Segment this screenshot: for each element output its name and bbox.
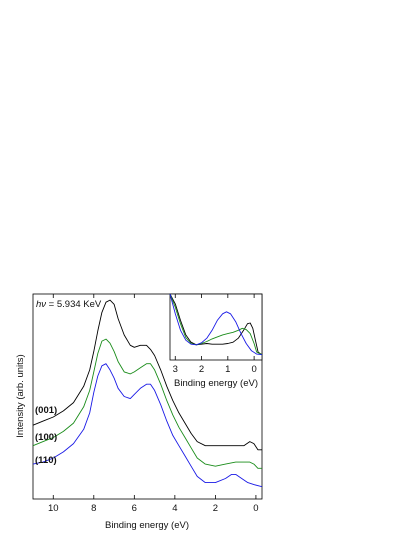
inset-series-line-100 — [169, 293, 263, 356]
inset-x-ticks: 3 2 1 0 — [173, 294, 257, 375]
main-x-tick-label: 10 — [48, 503, 59, 514]
main-series-line-001 — [32, 299, 262, 451]
main-x-tick-label: 8 — [91, 503, 96, 514]
main-x-tick-label: 0 — [253, 503, 258, 514]
inset-x-tick-label: 0 — [251, 364, 256, 375]
main-series-line-110 — [32, 363, 263, 488]
inset-series-line-110 — [169, 293, 263, 356]
inset-x-tick-label: 3 — [173, 364, 178, 375]
series-label-110: (110) — [35, 455, 57, 466]
main-y-axis-title: Intensity (arb. units) — [15, 354, 26, 437]
main-series-group — [32, 299, 263, 488]
main-x-tick-label: 2 — [213, 503, 218, 514]
main-x-tick-label: 6 — [132, 503, 137, 514]
inset-series-group — [169, 293, 263, 356]
inset-plot-frame — [169, 293, 263, 361]
photon-energy-annotation: hν = 5.934 KeV — [36, 299, 102, 310]
series-label-100: (100) — [35, 432, 57, 443]
inset-x-tick-label: 2 — [199, 364, 204, 375]
inset-series-line-001 — [169, 293, 263, 356]
inset-x-axis-title: Binding energy (eV) — [174, 378, 258, 389]
main-x-axis-title: Binding energy (eV) — [105, 520, 189, 531]
series-label-001: (001) — [35, 405, 57, 416]
main-plot-frame — [32, 293, 263, 500]
main-series-line-100 — [32, 338, 262, 469]
main-x-tick-label: 4 — [172, 503, 177, 514]
inset-x-tick-label: 1 — [225, 364, 230, 375]
